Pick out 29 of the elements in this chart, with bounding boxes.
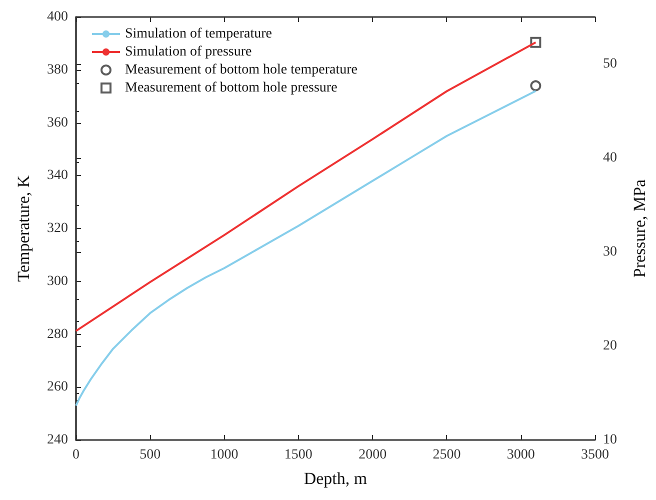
y-tick-label: 240 [47, 432, 68, 448]
y-tick-label: 360 [47, 115, 68, 130]
y2-tick-label: 30 [603, 244, 617, 260]
y2-tick-label: 50 [603, 56, 617, 72]
y2-tick-label: 40 [603, 150, 617, 166]
y-axis-title: Temperature, K [14, 174, 33, 282]
y2-tick-label: 10 [603, 432, 617, 448]
legend-label: Measurement of bottom hole temperature [125, 62, 358, 78]
x-tick-label: 1000 [210, 448, 238, 462]
y-tick-label: 300 [47, 274, 68, 289]
y-tick-label: 340 [47, 168, 68, 184]
y-tick-label: 320 [47, 221, 68, 236]
x-tick-label: 2000 [358, 448, 387, 462]
x-tick-label: 1500 [284, 448, 312, 462]
x-tick-label: 3000 [506, 448, 535, 462]
y2-tick-label: 20 [603, 338, 617, 354]
x-tick-label: 0 [72, 448, 80, 462]
y-tick-label: 400 [47, 10, 68, 24]
x-tick-label: 2500 [432, 448, 461, 462]
legend-label: Simulation of pressure [125, 44, 252, 60]
legend-label: Measurement of bottom hole pressure [125, 80, 338, 96]
y-tick-label: 280 [47, 326, 68, 342]
y2-axis-title: Pressure, MPa [630, 178, 649, 278]
legend-label: Simulation of temperature [125, 26, 272, 42]
y-tick-label: 380 [47, 62, 68, 78]
x-tick-label: 500 [140, 448, 161, 462]
x-axis-title: Depth, m [304, 469, 368, 488]
x-tick-label: 3500 [581, 448, 609, 462]
y-tick-label: 260 [47, 380, 68, 395]
